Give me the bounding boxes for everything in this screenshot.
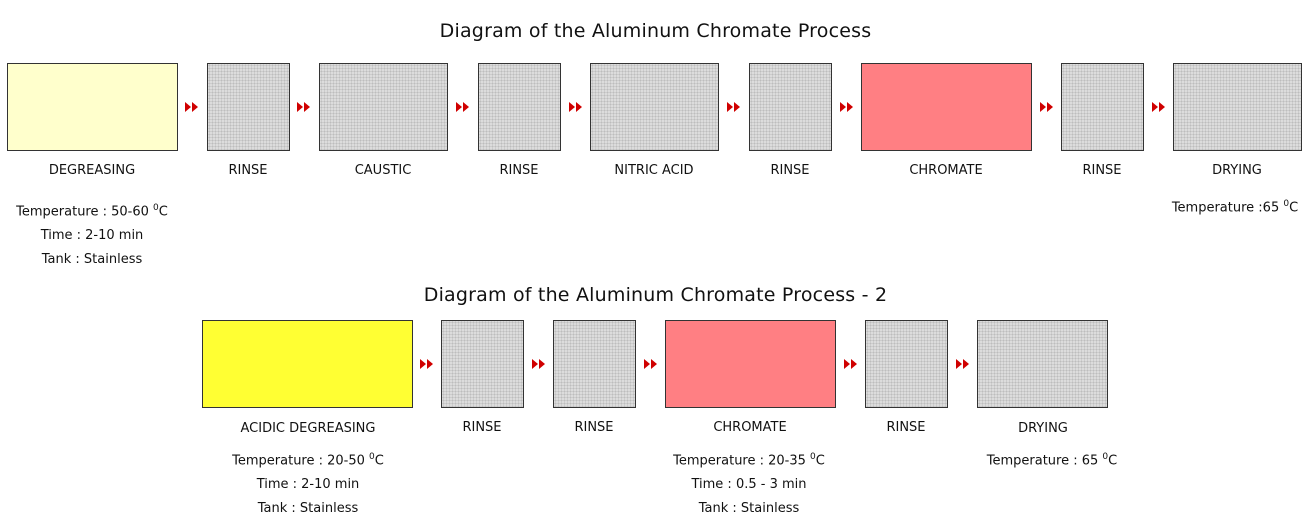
arrow-icon [455, 101, 471, 113]
arrow-icon [839, 101, 855, 113]
tank-line: Tank : Stainless [257, 501, 359, 517]
arrow-icon [296, 101, 312, 113]
arrow-icon [843, 358, 859, 370]
step-rinse-box [1061, 63, 1144, 151]
arrow-icon [419, 358, 435, 370]
drying-details: Temperature :65 0C [1115, 192, 1311, 220]
temperature-line: Temperature : 20-35 0C [673, 452, 825, 469]
step-acidic-degreasing-box [202, 320, 413, 408]
arrow-icon [184, 101, 200, 113]
arrow-icon [1039, 101, 1055, 113]
step-label: DEGREASING [48, 163, 136, 178]
arrow-icon [568, 101, 584, 113]
diagram-2-title: Diagram of the Aluminum Chromate Process… [423, 284, 888, 306]
step-rinse-box [553, 320, 636, 408]
time-line: Time : 0.5 - 3 min [691, 477, 807, 493]
step-label: DRYING [1018, 421, 1068, 436]
step-label: RINSE [228, 163, 268, 178]
step-degreasing-box [7, 63, 178, 151]
step-drying-box [1173, 63, 1302, 151]
step-label: RINSE [499, 163, 539, 178]
step-rinse-box [441, 320, 524, 408]
step-caustic-box [319, 63, 448, 151]
step-rinse-box [865, 320, 948, 408]
tank-line: Tank : Stainless [41, 252, 143, 268]
temperature-line: Temperature : 65 0C [986, 452, 1118, 469]
step-label: CHROMATE [909, 163, 983, 178]
drying-details: Temperature : 65 0C [932, 445, 1172, 473]
arrow-icon [726, 101, 742, 113]
step-label: DRYING [1212, 163, 1262, 178]
arrow-icon [531, 358, 547, 370]
step-rinse-box [207, 63, 290, 151]
temperature-line: Temperature :65 0C [1171, 199, 1299, 216]
arrow-icon [643, 358, 659, 370]
tank-line: Tank : Stainless [698, 501, 800, 517]
step-chromate-box [665, 320, 836, 408]
step-nitric-acid-box [590, 63, 719, 151]
arrow-icon [1151, 101, 1167, 113]
temperature-line: Temperature : 20-50 0C [232, 452, 384, 469]
time-line: Time : 2-10 min [40, 228, 144, 244]
step-label: RINSE [886, 420, 926, 435]
step-label: RINSE [462, 420, 502, 435]
step-drying-box [977, 320, 1108, 408]
degreasing-details: Temperature : 50-60 0C Time : 2-10 min T… [0, 196, 212, 272]
step-label: RINSE [770, 163, 810, 178]
step-label: CAUSTIC [354, 163, 412, 178]
chromate-details: Temperature : 20-35 0C Time : 0.5 - 3 mi… [629, 445, 869, 521]
temperature-line: Temperature : 50-60 0C [16, 203, 168, 220]
step-label: CHROMATE [713, 420, 787, 435]
arrow-icon [955, 358, 971, 370]
acidic-degreasing-details: Temperature : 20-50 0C Time : 2-10 min T… [188, 445, 428, 521]
step-label: ACIDIC DEGREASING [240, 421, 376, 436]
step-label: NITRIC ACID [614, 163, 694, 178]
step-chromate-box [861, 63, 1032, 151]
step-rinse-box [749, 63, 832, 151]
step-label: RINSE [1082, 163, 1122, 178]
step-rinse-box [478, 63, 561, 151]
step-label: RINSE [574, 420, 614, 435]
diagram-1-title: Diagram of the Aluminum Chromate Process [439, 20, 872, 42]
time-line: Time : 2-10 min [256, 477, 360, 493]
